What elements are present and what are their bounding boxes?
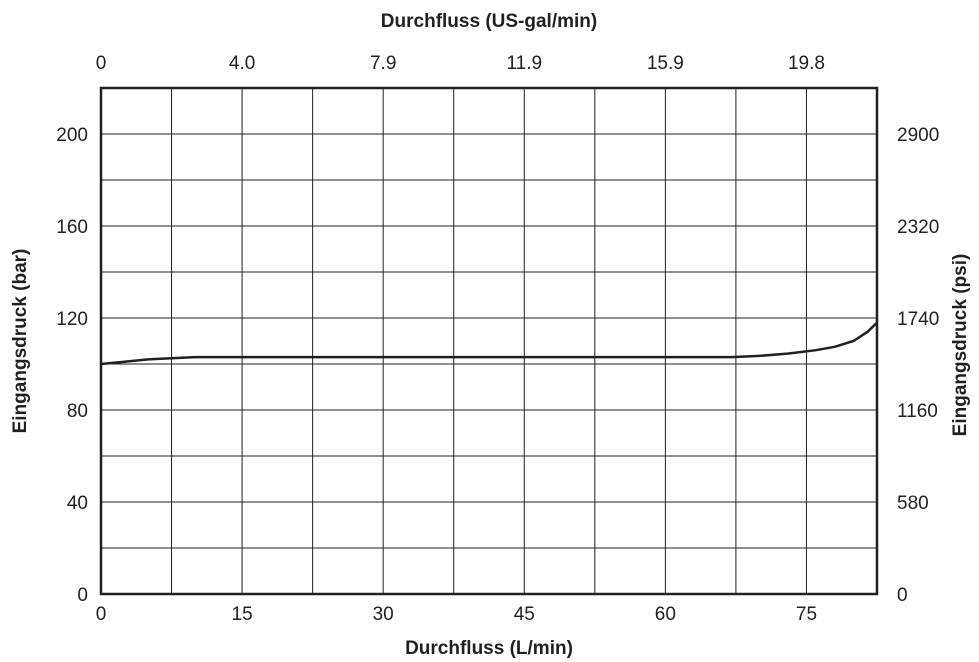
x-tick-label-top: 0 — [96, 53, 107, 74]
y-tick-label-left: 160 — [56, 217, 88, 238]
x-tick-label-top: 15.9 — [647, 53, 684, 74]
series-layer — [100, 321, 878, 366]
y-tick-label-right: 2320 — [897, 217, 939, 238]
x-tick-label-top: 7.9 — [370, 53, 396, 74]
tick-labels: 0 15 30 45 60 75 0 4.0 7.9 11.9 15.9 19.8 0 40 80 120 16… — [56, 53, 939, 625]
y-tick-label-left: 0 — [77, 585, 88, 606]
x-tick-label-top: 19.8 — [788, 53, 825, 74]
x-tick-label-bottom: 75 — [796, 604, 817, 625]
x-tick-label-top: 11.9 — [506, 53, 542, 74]
x-tick-label-top: 4.0 — [229, 53, 255, 74]
y-tick-label-left: 120 — [56, 309, 88, 330]
x-axis-title-top: Durchfluss (US-gal/min) — [381, 11, 597, 32]
y-tick-label-right: 0 — [897, 585, 908, 606]
y-tick-label-left: 80 — [67, 401, 88, 422]
y-axis-title-left: Eingangsdruck (bar) — [10, 249, 31, 434]
y-tick-label-right: 580 — [897, 493, 929, 514]
x-tick-label-bottom: 30 — [373, 604, 394, 625]
y-tick-label-right: 1160 — [897, 401, 938, 422]
y-tick-label-right: 2900 — [897, 125, 939, 146]
grid-lines — [100, 87, 878, 595]
plot-frame — [99, 86, 879, 596]
x-tick-label-bottom: 45 — [514, 604, 535, 625]
x-tick-label-bottom: 15 — [232, 604, 253, 625]
series-line-1 — [100, 321, 878, 366]
y-axis-title-right: Eingangsdruck (psi) — [950, 254, 971, 437]
x-tick-label-bottom: 0 — [96, 604, 107, 625]
x-axis-title-bottom: Durchfluss (L/min) — [405, 638, 573, 659]
y-tick-label-left: 40 — [67, 493, 88, 514]
y-tick-label-left: 200 — [56, 125, 88, 146]
x-tick-label-bottom: 60 — [655, 604, 676, 625]
y-tick-label-right: 1740 — [897, 309, 939, 330]
